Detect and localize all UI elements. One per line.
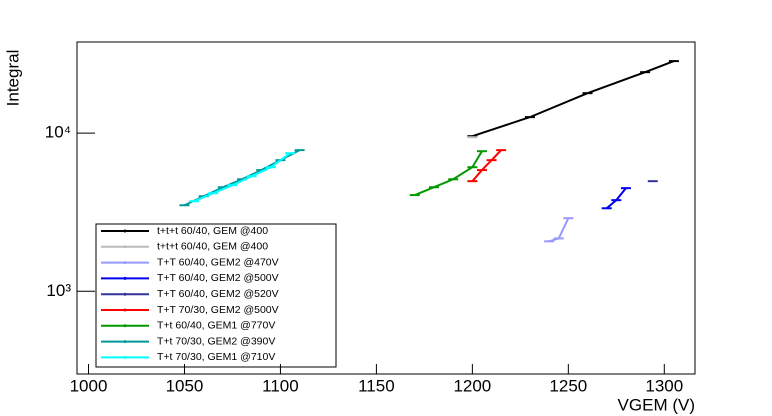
legend-label: T+T 60/40, GEM2 @520V <box>157 288 279 300</box>
legend-marker <box>123 261 127 265</box>
x-tick-label: 1300 <box>645 376 683 395</box>
y-tick-label: 10⁴ <box>45 123 71 142</box>
legend-label: t+t+t 60/40, GEM @400 <box>157 241 268 253</box>
legend-label: T+T 60/40, GEM2 @470V <box>157 256 279 268</box>
legend-label: T+t 70/30, GEM1 @710V <box>157 351 275 363</box>
legend-marker <box>123 355 127 359</box>
legend-label: T+T 70/30, GEM2 @500V <box>157 304 279 316</box>
series-line <box>193 152 291 203</box>
legend-marker <box>123 292 127 296</box>
legend-marker <box>123 308 127 312</box>
legend-marker <box>123 229 127 233</box>
x-axis-label: VGEM (V) <box>618 395 695 414</box>
x-tick-label: 1000 <box>70 376 108 395</box>
x-tick-label: 1200 <box>453 376 491 395</box>
legend-marker <box>123 340 127 344</box>
legend-label: T+T 60/40, GEM2 @500V <box>157 272 279 284</box>
legend-label: T+t 70/30, GEM2 @390V <box>157 335 275 347</box>
legend-label: T+t 60/40, GEM1 @770V <box>157 320 275 332</box>
y-tick-label: 10³ <box>46 281 71 300</box>
legend-box <box>95 223 337 368</box>
x-tick-label: 1250 <box>549 376 587 395</box>
x-tick-label: 1050 <box>166 376 204 395</box>
legend-label: t+t+t 60/40, GEM @400 <box>157 225 268 237</box>
legend-marker <box>123 276 127 280</box>
legend-marker <box>123 324 127 328</box>
y-axis-label: Integral <box>3 50 22 107</box>
plot-frame <box>76 41 696 375</box>
series-line <box>606 187 627 210</box>
legend-marker <box>123 245 127 249</box>
x-tick-label: 1100 <box>262 376 299 395</box>
series-line <box>471 149 502 182</box>
x-tick-label: 1150 <box>358 376 395 395</box>
series-line <box>414 150 483 196</box>
